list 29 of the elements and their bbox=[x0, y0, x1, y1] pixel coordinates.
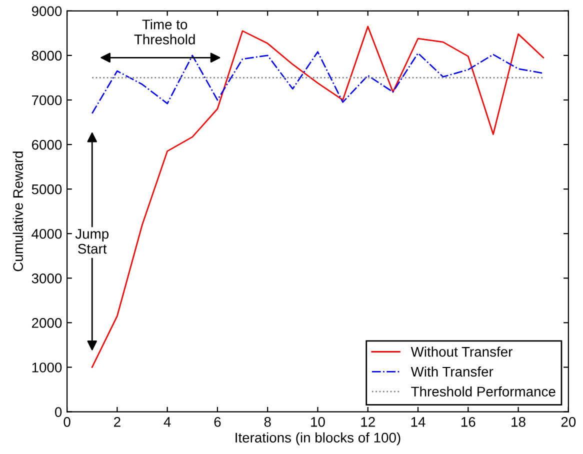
annotation: Time to Threshold bbox=[134, 19, 195, 44]
x-tick-label: 6 bbox=[214, 417, 221, 427]
y-tick-label: 5000 bbox=[32, 184, 62, 194]
x-tick-label: 14 bbox=[411, 417, 426, 427]
y-tick-label: 2000 bbox=[32, 318, 62, 328]
legend-label: Threshold Performance bbox=[411, 386, 556, 397]
y-tick-label: 6000 bbox=[32, 140, 62, 150]
line-series bbox=[91, 51, 544, 114]
x-tick-label: 4 bbox=[164, 417, 171, 427]
legend-label: With Transfer bbox=[410, 366, 494, 377]
y-axis-title: Cumulative Reward bbox=[12, 152, 23, 272]
annotation: Jump Start bbox=[75, 229, 109, 254]
y-tick-label: 0 bbox=[55, 407, 62, 417]
x-tick-label: 2 bbox=[114, 417, 120, 427]
x-tick-label: 20 bbox=[561, 417, 576, 427]
y-tick-label: 3000 bbox=[32, 273, 62, 284]
legend-label: Without Transfer bbox=[410, 346, 512, 357]
x-tick-label: 10 bbox=[311, 417, 325, 427]
x-tick-label: 8 bbox=[264, 417, 271, 427]
y-tick-label: 1000 bbox=[32, 362, 62, 372]
x-tick-label: 0 bbox=[64, 417, 70, 427]
x-tick-label: 12 bbox=[361, 417, 375, 427]
y-tick-label: 7000 bbox=[32, 95, 62, 106]
x-tick-label: 18 bbox=[512, 417, 526, 427]
y-tick-label: 4000 bbox=[32, 228, 62, 239]
y-tick-label: 8000 bbox=[32, 50, 62, 61]
x-tick-label: 16 bbox=[461, 417, 476, 427]
y-tick-label: 9000 bbox=[32, 6, 62, 16]
x-axis-title: Iterations (in blocks of 100) bbox=[236, 432, 400, 446]
